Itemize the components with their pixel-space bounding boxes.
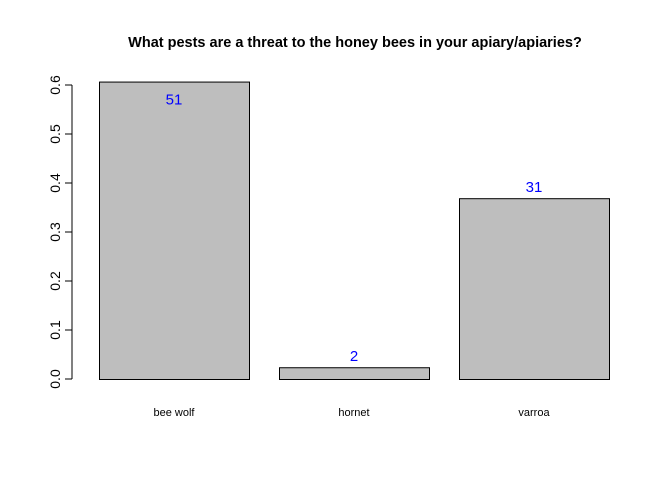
- category-label: varroa: [518, 407, 550, 419]
- y-axis: 0.0 0.1 0.2 0.3 0.4 0.5 0.6: [47, 75, 73, 389]
- bars-group: [99, 81, 610, 380]
- y-tick-label: 0.2: [47, 271, 63, 291]
- data-labels-group: 51 2 31: [166, 92, 543, 366]
- category-label: hornet: [338, 407, 369, 419]
- y-tick-label: 0.6: [47, 75, 63, 95]
- data-label: 31: [526, 179, 543, 196]
- y-tick-label: 0.4: [47, 173, 63, 193]
- data-label: 2: [350, 348, 358, 365]
- data-label: 51: [166, 92, 183, 109]
- y-tick-label: 0.0: [47, 369, 63, 389]
- y-tick-label: 0.3: [47, 222, 63, 242]
- bar-varroa: [459, 198, 610, 380]
- category-labels-group: bee wolf hornet varroa: [154, 407, 551, 419]
- bar-bee-wolf: [99, 81, 250, 380]
- y-tick-label: 0.1: [47, 320, 63, 340]
- bar-hornet: [279, 367, 430, 380]
- y-tick-label: 0.5: [47, 124, 63, 144]
- chart-title: What pests are a threat to the honey bee…: [128, 35, 582, 51]
- category-label: bee wolf: [154, 407, 196, 419]
